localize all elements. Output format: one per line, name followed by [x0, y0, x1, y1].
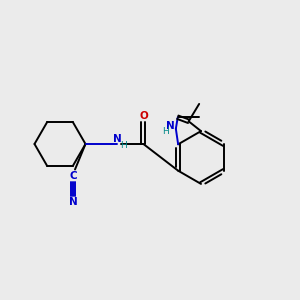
Text: H: H [162, 127, 169, 136]
Text: C: C [69, 171, 77, 181]
Text: N: N [68, 197, 77, 208]
Text: N: N [166, 121, 175, 131]
Text: N: N [113, 134, 122, 144]
Text: O: O [139, 111, 148, 122]
Text: H: H [120, 141, 127, 150]
